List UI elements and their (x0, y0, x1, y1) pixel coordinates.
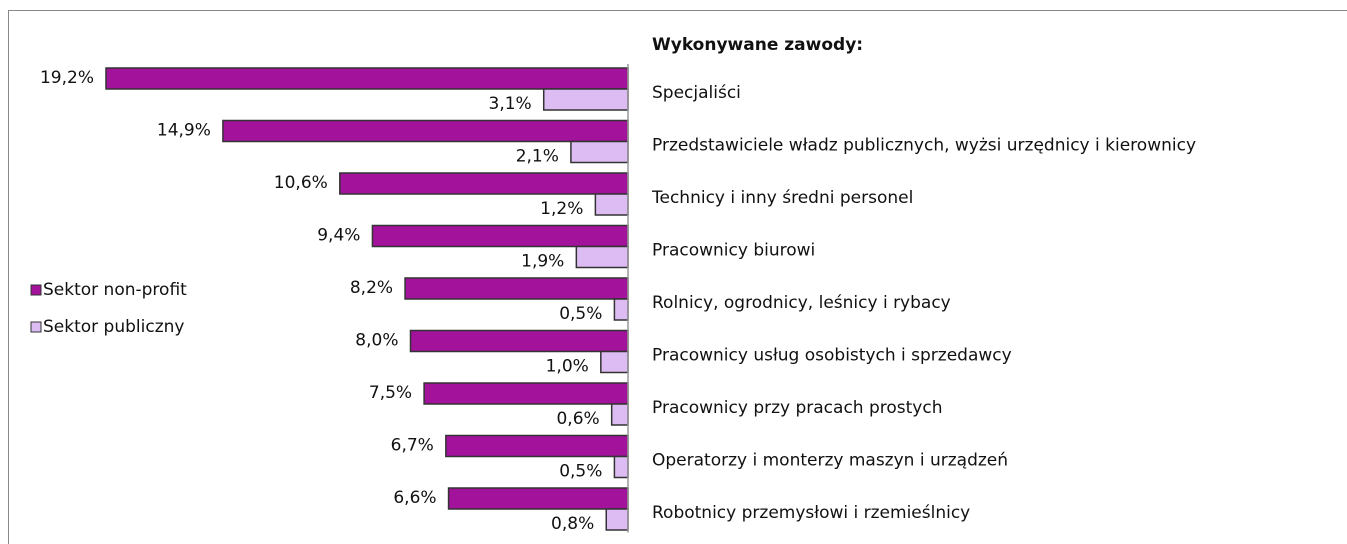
legend-label: Sektor non-profit (43, 280, 187, 300)
category-label: Przedstawiciele władz publicznych, wyżsi… (652, 136, 1196, 156)
legend-swatch (30, 321, 42, 333)
value-label: 1,9% (521, 252, 564, 272)
bar (570, 140, 629, 164)
bar (575, 245, 629, 269)
category-label: Pracownicy biurowi (652, 241, 815, 261)
bar (445, 434, 629, 458)
value-label: 10,6% (274, 173, 328, 193)
category-label: Technicy i inny średni personel (651, 188, 913, 208)
value-label: 9,4% (317, 226, 360, 246)
value-label: 0,6% (556, 409, 599, 429)
value-label: 7,5% (369, 383, 412, 403)
value-label: 8,0% (355, 331, 398, 351)
bar (594, 193, 629, 216)
bar (222, 119, 629, 143)
bar (613, 455, 629, 479)
bar (542, 88, 629, 111)
bar (371, 224, 629, 248)
value-label: 0,5% (559, 462, 602, 482)
legend-swatch (30, 284, 42, 296)
bar (339, 172, 629, 195)
category-label: Specjaliści (652, 83, 741, 103)
category-label: Pracownicy usług osobistych i sprzedawcy (652, 346, 1012, 366)
category-label: Operatorzy i monterzy maszyn i urządzeń (652, 451, 1008, 471)
value-label: 6,7% (391, 436, 434, 456)
value-label: 2,1% (516, 147, 559, 167)
bar (610, 403, 629, 426)
value-label: 1,2% (540, 199, 583, 219)
value-label: 0,5% (559, 304, 602, 324)
bar (105, 67, 629, 90)
value-label: 6,6% (393, 488, 436, 508)
bar (423, 382, 629, 405)
category-header: Wykonywane zawody: (652, 35, 863, 55)
bar (404, 277, 629, 300)
bar (409, 329, 629, 353)
category-label: Pracownicy przy pracach prostych (652, 398, 943, 418)
bar (605, 508, 629, 531)
value-label: 1,0% (546, 357, 589, 377)
category-label: Robotnicy przemysłowi i rzemieślnicy (652, 503, 970, 523)
value-label: 3,1% (489, 94, 532, 114)
value-label: 19,2% (40, 68, 94, 88)
bar (600, 350, 629, 374)
bar (613, 298, 629, 321)
category-label: Rolnicy, ogrodnicy, leśnicy i rybacy (652, 293, 951, 313)
frame (8, 10, 1347, 544)
value-label: 8,2% (350, 278, 393, 298)
value-label: 0,8% (551, 514, 594, 534)
value-label: 14,9% (157, 121, 211, 141)
legend-label: Sektor publiczny (43, 317, 184, 337)
bar (447, 487, 629, 510)
